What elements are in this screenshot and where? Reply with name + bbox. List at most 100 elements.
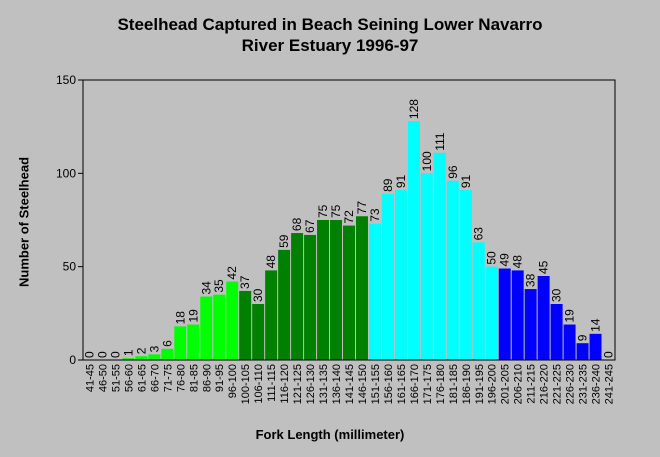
x-tick-label: 236-240	[591, 364, 603, 404]
x-tick-label: 156-160	[383, 364, 395, 404]
data-label: 72	[342, 210, 356, 224]
data-label: 35	[212, 279, 226, 293]
data-label: 68	[290, 217, 304, 231]
bar	[550, 304, 563, 360]
bar	[511, 270, 524, 360]
x-tick-label: 136-140	[331, 364, 343, 404]
data-label: 18	[173, 311, 187, 325]
y-tick-label: 100	[56, 166, 76, 180]
bar	[291, 233, 304, 360]
x-tick-label: 116-120	[279, 364, 291, 404]
x-tick-label: 201-205	[500, 364, 512, 404]
data-label: 67	[303, 219, 317, 233]
bar	[368, 223, 381, 360]
x-tick-label: 171-175	[422, 364, 434, 404]
data-label: 0	[108, 351, 122, 358]
bar	[524, 289, 537, 360]
x-tick-label: 196-200	[487, 364, 499, 404]
x-tick-label: 111-115	[266, 364, 278, 402]
data-label: 73	[368, 208, 382, 222]
data-label: 75	[329, 204, 343, 218]
data-label: 3	[147, 345, 161, 352]
x-tick-label: 131-135	[318, 364, 330, 404]
data-label: 0	[95, 351, 109, 358]
bar	[381, 193, 394, 360]
bar	[304, 234, 317, 360]
x-tick-label: 176-180	[435, 364, 447, 404]
y-tick-label: 50	[63, 260, 77, 274]
data-label: 37	[238, 275, 252, 289]
x-tick-label: 126-130	[305, 364, 317, 404]
data-label: 111	[433, 132, 447, 151]
bar	[537, 276, 550, 360]
bar	[148, 354, 161, 360]
bar	[355, 216, 368, 360]
data-label: 6	[160, 340, 174, 347]
data-label: 14	[589, 318, 603, 332]
bar	[563, 324, 576, 360]
bar	[213, 294, 226, 360]
data-label: 59	[277, 234, 291, 248]
data-label: 19	[563, 309, 577, 323]
x-tick-label: 241-245	[604, 364, 616, 404]
chart-title-line1: Steelhead Captured in Beach Seining Lowe…	[117, 15, 543, 34]
data-label: 30	[550, 288, 564, 302]
data-label: 42	[225, 266, 239, 280]
x-tick-label: 166-170	[409, 364, 421, 404]
x-tick-label: 106-110	[253, 364, 265, 404]
x-tick-label: 206-210	[513, 364, 525, 404]
bar	[407, 121, 420, 360]
data-label: 9	[576, 334, 590, 341]
bar	[459, 190, 472, 360]
bar	[576, 343, 589, 360]
bar	[122, 358, 135, 360]
x-tick-label: 66-70	[149, 364, 161, 392]
x-tick-label: 181-185	[448, 364, 460, 404]
data-label: 128	[407, 99, 421, 119]
x-tick-label: 211-215	[526, 364, 538, 404]
data-label: 89	[381, 178, 395, 192]
x-tick-label: 46-50	[97, 364, 109, 392]
bar	[472, 242, 485, 360]
data-label: 48	[264, 255, 278, 269]
bar	[498, 268, 511, 360]
x-tick-label: 41-45	[84, 364, 96, 392]
bar	[135, 356, 148, 360]
x-tick-label: 221-225	[552, 364, 564, 404]
bar	[161, 348, 174, 360]
chart-title-line2: River Estuary 1996-97	[241, 36, 419, 55]
data-label: 34	[199, 281, 213, 295]
x-tick-label: 161-165	[396, 364, 408, 404]
data-label: 30	[251, 288, 265, 302]
bar	[239, 290, 252, 360]
data-label: 75	[316, 204, 330, 218]
x-tick-label: 71-75	[162, 364, 174, 392]
x-tick-label: 226-230	[565, 364, 577, 404]
data-label: 49	[498, 253, 512, 267]
x-tick-label: 121-125	[292, 364, 304, 404]
bar	[200, 296, 213, 360]
data-label: 48	[511, 255, 525, 269]
x-axis-label: Fork Length (millimeter)	[255, 427, 405, 442]
bar	[589, 333, 602, 360]
data-label: 0	[602, 351, 616, 358]
bar	[446, 180, 459, 360]
data-label: 38	[524, 273, 538, 287]
bar	[174, 326, 187, 360]
bar	[278, 249, 291, 360]
bar	[433, 152, 446, 360]
data-label: 1	[121, 349, 135, 356]
bar	[330, 220, 343, 360]
bar	[343, 225, 355, 360]
data-label: 2	[134, 347, 148, 354]
bar	[265, 270, 278, 360]
x-tick-label: 151-155	[370, 364, 382, 404]
data-label: 45	[537, 260, 551, 274]
data-label: 77	[355, 201, 369, 215]
x-tick-label: 100-105	[240, 364, 252, 404]
bar	[187, 324, 200, 360]
x-tick-label: 96-100	[227, 364, 239, 398]
bar	[420, 173, 433, 360]
x-tick-label: 141-145	[344, 364, 356, 404]
